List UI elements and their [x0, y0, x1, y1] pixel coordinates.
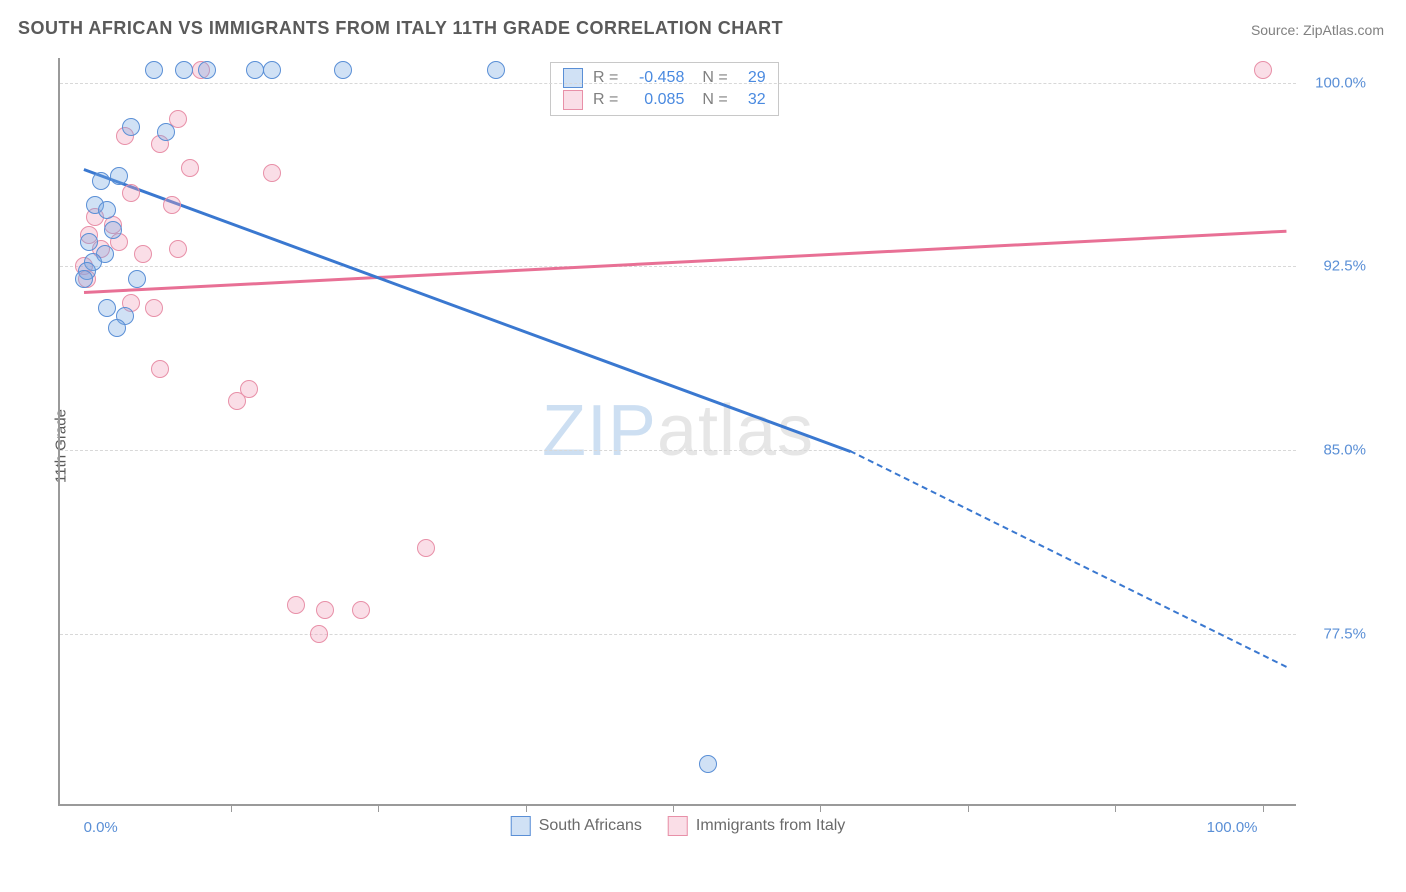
scatter-point-blue	[175, 61, 193, 79]
legend-label: Immigrants from Italy	[696, 817, 845, 835]
scatter-point-pink	[163, 196, 181, 214]
stat-n-label: N =	[702, 91, 727, 109]
scatter-point-pink	[417, 539, 435, 557]
scatter-point-pink	[169, 240, 187, 258]
scatter-point-pink	[316, 601, 334, 619]
y-tick-label: 100.0%	[1306, 74, 1366, 91]
stat-r-value: 0.085	[628, 91, 684, 109]
trend-line	[84, 230, 1287, 294]
scatter-point-blue	[487, 61, 505, 79]
x-tick-minor	[231, 804, 232, 812]
legend-swatch	[563, 68, 583, 88]
scatter-point-pink	[122, 184, 140, 202]
scatter-point-pink	[310, 625, 328, 643]
chart-plot-area: ZIPatlas R =-0.458N =29R =0.085N =32 Sou…	[58, 58, 1296, 806]
scatter-point-blue	[75, 270, 93, 288]
x-tick-minor	[820, 804, 821, 812]
scatter-point-pink	[1254, 61, 1272, 79]
x-tick	[673, 804, 674, 812]
scatter-point-pink	[287, 596, 305, 614]
scatter-point-blue	[92, 172, 110, 190]
watermark-z: Z	[542, 391, 587, 471]
scatter-point-pink	[134, 245, 152, 263]
source-name: ZipAtlas.com	[1303, 22, 1384, 38]
scatter-point-pink	[263, 164, 281, 182]
y-tick-label: 85.0%	[1306, 442, 1366, 459]
watermark-ip: IP	[587, 391, 657, 471]
chart-title: SOUTH AFRICAN VS IMMIGRANTS FROM ITALY 1…	[18, 18, 783, 39]
watermark-atlas: atlas	[657, 391, 814, 471]
legend-label: South Africans	[539, 817, 642, 835]
trend-line	[83, 168, 850, 452]
scatter-point-pink	[145, 299, 163, 317]
correlation-stats-box: R = -0.458 N = 29 R = 0.085 N = 32	[550, 62, 779, 116]
x-tick	[1263, 804, 1264, 812]
scatter-point-blue	[198, 61, 216, 79]
stats-row: R = -0.458 N = 29	[563, 67, 766, 89]
trend-line-extrapolated	[850, 450, 1287, 668]
scatter-point-blue	[104, 221, 122, 239]
scatter-point-pink	[228, 392, 246, 410]
x-tick-label: 100.0%	[1207, 819, 1258, 836]
stat-r-label: R =	[593, 69, 618, 87]
watermark-logo: ZIPatlas	[542, 390, 814, 472]
stat-n-label: N =	[702, 69, 727, 87]
scatter-point-blue	[98, 201, 116, 219]
stat-r-label: R =	[593, 91, 618, 109]
source-attribution: Source: ZipAtlas.com	[1251, 22, 1384, 38]
scatter-point-blue	[108, 319, 126, 337]
scatter-point-pink	[151, 360, 169, 378]
scatter-point-blue	[246, 61, 264, 79]
stat-r-value: -0.458	[628, 69, 684, 87]
scatter-point-pink	[181, 159, 199, 177]
source-prefix: Source:	[1251, 22, 1303, 38]
chart-legend: South Africans Immigrants from Italy	[511, 816, 846, 836]
y-tick-label: 77.5%	[1306, 626, 1366, 643]
stats-row: R = 0.085 N = 32	[563, 89, 766, 111]
scatter-point-blue	[98, 299, 116, 317]
stat-n-value: 29	[738, 69, 766, 87]
gridline-horizontal	[60, 266, 1296, 267]
x-tick-minor	[968, 804, 969, 812]
scatter-point-blue	[334, 61, 352, 79]
y-tick-label: 92.5%	[1306, 258, 1366, 275]
scatter-point-blue	[80, 233, 98, 251]
x-tick-minor	[378, 804, 379, 812]
gridline-horizontal	[60, 83, 1296, 84]
legend-swatch	[563, 90, 583, 110]
legend-item: South Africans	[511, 816, 642, 836]
gridline-horizontal	[60, 634, 1296, 635]
legend-swatch	[511, 816, 531, 836]
x-tick-label: 0.0%	[84, 819, 118, 836]
scatter-point-blue	[122, 118, 140, 136]
scatter-point-blue	[110, 167, 128, 185]
gridline-horizontal	[60, 450, 1296, 451]
scatter-point-blue	[157, 123, 175, 141]
x-tick-minor	[1115, 804, 1116, 812]
legend-item: Immigrants from Italy	[668, 816, 845, 836]
scatter-point-blue	[263, 61, 281, 79]
x-tick-minor	[526, 804, 527, 812]
scatter-point-blue	[128, 270, 146, 288]
scatter-point-pink	[352, 601, 370, 619]
scatter-point-blue	[699, 755, 717, 773]
stat-n-value: 32	[738, 91, 766, 109]
legend-swatch	[668, 816, 688, 836]
scatter-point-blue	[145, 61, 163, 79]
